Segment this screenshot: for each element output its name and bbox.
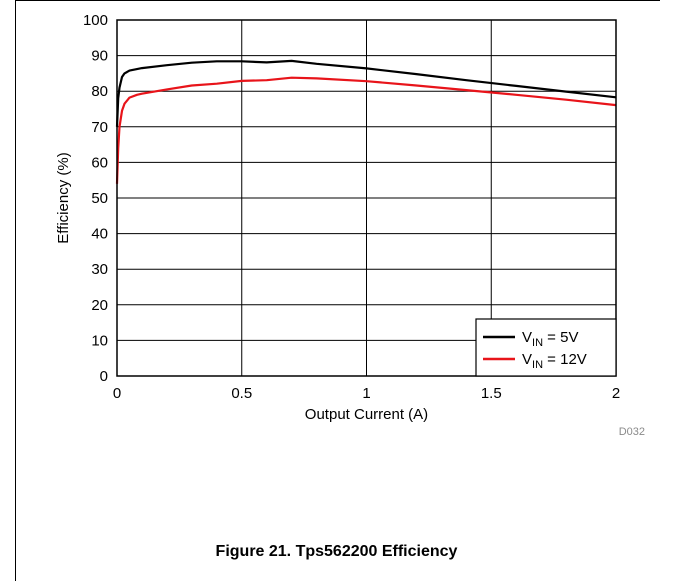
y-tick-label: 50 [91,190,108,207]
figure-caption: Figure 21. Tps562200 Efficiency [0,543,673,561]
efficiency-chart: 0 10 20 30 40 50 60 70 80 90 100 0 0.5 1 1.5 2 Output … [0,0,673,520]
y-tick-label: 10 [91,332,108,349]
x-tick-labels: 0 0.5 1 1.5 2 [113,385,620,402]
x-tick-label: 1 [362,385,370,402]
y-tick-label: 90 [91,48,108,65]
y-tick-label: 0 [100,368,108,385]
y-tick-label: 40 [91,226,108,243]
x-tick-label: 0 [113,385,121,402]
x-tick-label: 2 [612,385,620,402]
y-tick-label: 100 [83,12,108,29]
y-tick-label: 20 [91,297,108,314]
y-tick-label: 70 [91,119,108,136]
x-axis-label: Output Current (A) [305,406,428,423]
y-tick-label: 80 [91,83,108,100]
y-tick-label: 60 [91,154,108,171]
y-tick-label: 30 [91,261,108,278]
y-tick-labels: 0 10 20 30 40 50 60 70 80 90 100 [83,12,108,385]
x-tick-label: 1.5 [481,385,502,402]
y-axis-label: Efficiency (%) [55,152,72,243]
figure-code: D032 [619,426,645,438]
x-tick-label: 0.5 [231,385,252,402]
